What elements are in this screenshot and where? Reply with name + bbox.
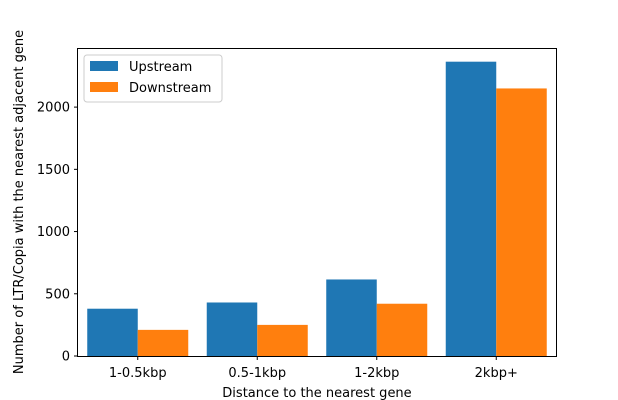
bar-downstream-0 [137, 329, 189, 356]
bar-upstream-2 [326, 279, 377, 356]
bar-upstream-3 [445, 61, 497, 356]
y-tick-label: 2000 [37, 101, 70, 116]
y-axis: 0 500 1000 1500 2000 [37, 101, 78, 365]
y-tick-label: 500 [45, 287, 70, 302]
bar-upstream-0 [87, 308, 138, 356]
legend-swatch-downstream [90, 82, 118, 92]
x-tick-label: 2kbp+ [475, 366, 518, 381]
x-tick-label: 0.5-1kbp [228, 366, 286, 381]
legend: Upstream Downstream [83, 54, 223, 103]
x-tick-label: 1-2kbp [354, 366, 399, 381]
y-tick-label: 1500 [37, 163, 70, 178]
legend-label-upstream: Upstream [129, 60, 192, 75]
bar-upstream-1 [206, 302, 258, 356]
bar-downstream-3 [496, 88, 547, 356]
plot-frame [77, 48, 557, 357]
x-axis: 1-0.5kbp 0.5-1kbp 1-2kbp 2kbp+ [109, 356, 518, 381]
bars [87, 61, 547, 356]
x-tick-label: 1-0.5kbp [109, 366, 167, 381]
bar-downstream-1 [257, 324, 308, 356]
y-tick-label: 1000 [37, 225, 70, 240]
x-axis-label: Distance to the nearest gene [222, 386, 411, 400]
legend-swatch-upstream [90, 61, 118, 71]
legend-label-downstream: Downstream [129, 81, 211, 96]
legend-box [83, 54, 223, 103]
y-axis-label: Number of LTR/Copia with the nearest adj… [12, 30, 27, 374]
bar-downstream-2 [376, 303, 428, 356]
y-tick-label: 0 [62, 350, 70, 365]
